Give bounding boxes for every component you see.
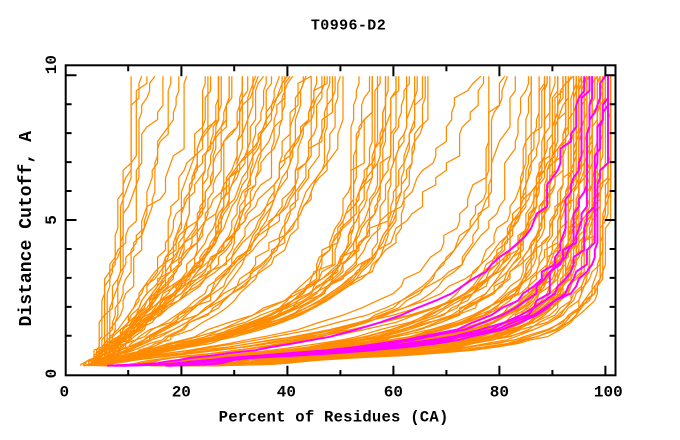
svg-text:0: 0 [43, 369, 61, 379]
svg-text:20: 20 [172, 383, 191, 401]
svg-text:80: 80 [490, 383, 509, 401]
svg-text:60: 60 [384, 383, 403, 401]
svg-text:10: 10 [43, 55, 61, 74]
svg-text:40: 40 [277, 383, 296, 401]
svg-text:Percent of Residues (CA): Percent of Residues (CA) [219, 408, 449, 426]
svg-text:Distance Cutoff, A: Distance Cutoff, A [17, 131, 37, 327]
svg-text:0: 0 [59, 383, 69, 401]
svg-text:T0996-D2: T0996-D2 [311, 17, 386, 34]
svg-text:100: 100 [594, 383, 623, 401]
svg-text:5: 5 [43, 215, 61, 225]
